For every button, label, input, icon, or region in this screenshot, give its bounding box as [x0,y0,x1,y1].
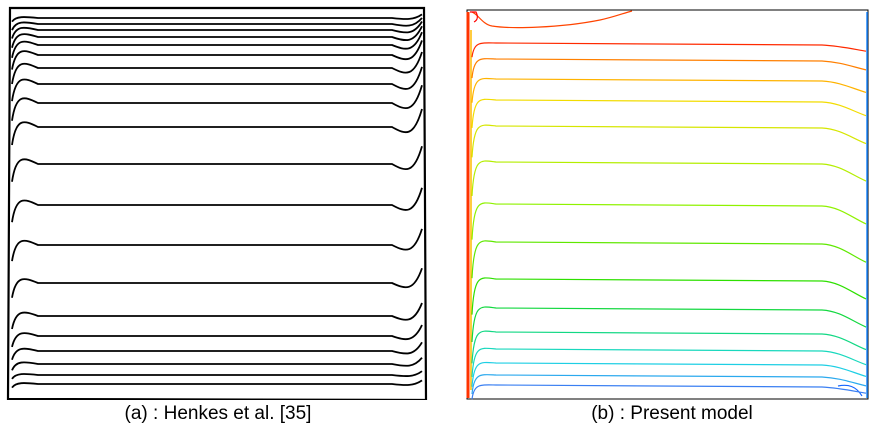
caption-panel-b: (b) : Present model [591,403,753,424]
panel-b-contour-line [471,347,867,377]
panel-a-contour-line [11,21,423,39]
panel-b-contour-line [471,202,867,240]
panel-b-contour-line [471,77,867,103]
panel-a-contour-line [11,40,423,70]
panel-a-contour-line [11,187,423,223]
panel-a-contour-line [11,379,423,389]
panel-b-top-contour [471,10,633,29]
panel-a-contour-line [11,84,423,121]
panel-b-contour-line [471,42,867,58]
panel-a-contour-line [11,13,423,23]
panel-a-contour-line [11,17,423,31]
panel-a-contour-line [11,357,423,371]
panel-a-contour-line [11,228,423,262]
caption-panel-a: (a) : Henkes et al. [35] [124,403,312,424]
panel-b-contour-line [471,384,867,400]
panel-b-corner-contour [470,11,478,23]
panel-b-contour-line [471,124,867,158]
panel-b-contour-line [471,361,867,387]
panel-a-contour-line [11,302,423,330]
panel-a-contour-line [11,108,423,146]
panel-b-contour-line [471,306,867,343]
panel-a-contour-line [11,370,423,380]
panel-a-contour-line [11,25,423,48]
panel-a-contour-line [11,31,423,58]
panel-b-present-model-contours [466,9,869,400]
panel-a-frame [6,6,428,400]
panel-a-contour-line [11,267,423,298]
panel-b-contour-line [471,98,867,128]
panel-b-contour-line [471,240,867,279]
panel-b-contour-line [471,277,867,315]
panel-a-contour-line [11,51,423,85]
panel-a-contour-line [11,324,423,348]
panel-a-contour-line [11,341,423,361]
panel-b-contour-line [471,374,867,395]
panel-b-contour-line [471,330,867,364]
panel-b-contour-line [471,160,867,197]
panel-b-contour-line [471,58,867,79]
figure [6,6,869,400]
panel-a-contour-line [11,66,423,102]
panel-b-bottom-corner-contour [837,384,863,397]
panel-a-henkes-contours [6,6,428,400]
panel-a-contour-line [11,145,423,182]
